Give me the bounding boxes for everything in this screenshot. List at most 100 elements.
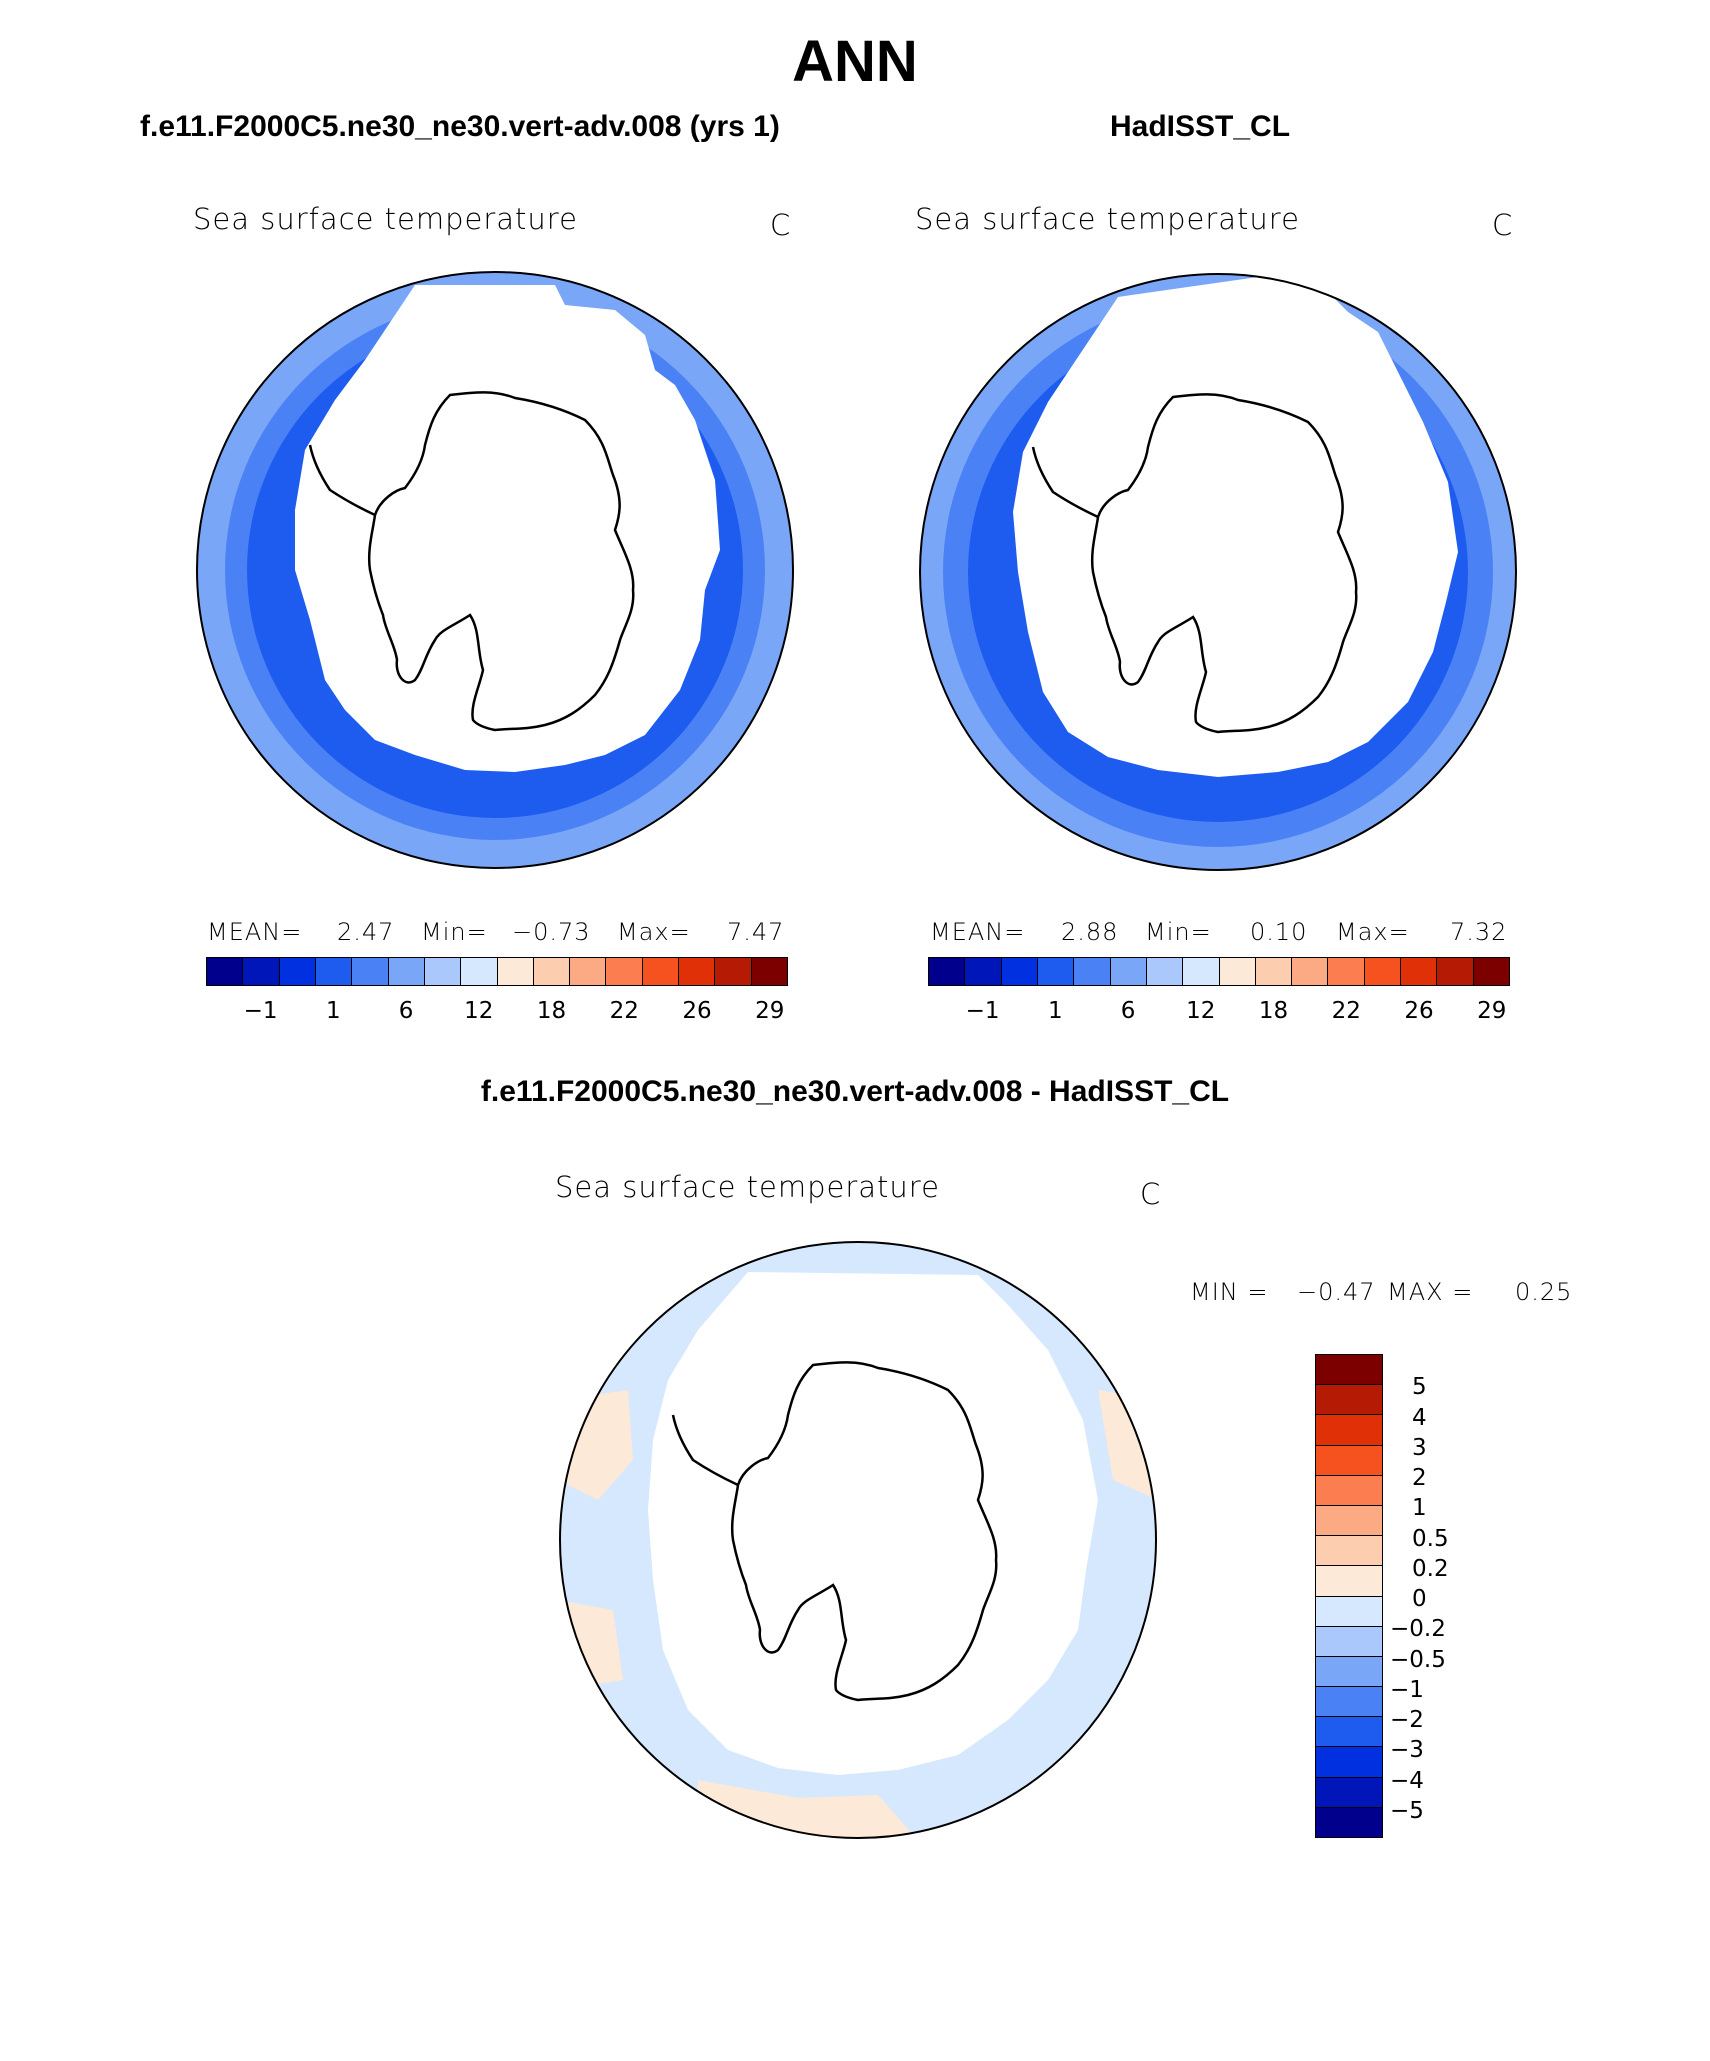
panel3-colorbar-box (1316, 1536, 1382, 1567)
panel2-units: C (1492, 208, 1514, 242)
panel2-variable-label: Sea surface temperature (915, 202, 1300, 236)
panel3-units: C (1140, 1177, 1162, 1211)
panel3-colorbar-tick-label: −4 (1390, 1767, 1424, 1794)
panel3-colorbar-box (1316, 1596, 1382, 1627)
panel3-warm-patch-southwest (560, 1600, 623, 1690)
panel1-colorbar-box (497, 958, 534, 985)
panel1-colorbar-box (679, 958, 716, 985)
panel3-colorbar-box (1316, 1807, 1382, 1837)
panel1-colorbar-box (279, 958, 316, 985)
panel1-min-label: Min= (421, 918, 488, 946)
panel2-colorbar-box (1146, 958, 1184, 985)
panel2-min-value: 0.10 (1250, 918, 1308, 946)
panel2-colorbar-tick-label: 18 (1258, 998, 1289, 1024)
panel3-colorbar-box (1316, 1566, 1382, 1597)
panel1-polar-map (196, 271, 794, 869)
panel2-colorbar-tick-label: 1 (1047, 998, 1063, 1024)
panel1-max-value: 7.47 (727, 918, 785, 946)
panel2-mean-label: MEAN= (930, 918, 1026, 946)
panel3-colorbar-box (1316, 1656, 1382, 1688)
panel1-colorbar-tick-label: 12 (464, 998, 494, 1024)
panel2-colorbar-box (1037, 958, 1075, 985)
panel3-colorbar-box (1316, 1385, 1382, 1416)
panel3-colorbar-box (1316, 1355, 1382, 1386)
panel3-colorbar-box (1316, 1415, 1382, 1446)
panel2-colorbar-box (1473, 958, 1509, 985)
panel3-colorbar-box (1316, 1777, 1382, 1808)
panel1-colorbar-box (570, 958, 607, 985)
difference-title: f.e11.F2000C5.ne30_ne30.vert-adv.008 - H… (480, 1075, 1230, 1108)
panel2-colorbar-box (1328, 958, 1365, 985)
panel1-colorbar-box (352, 958, 389, 985)
panel1-colorbar-tick-label: 6 (398, 998, 414, 1024)
panel1-colorbar-box (315, 958, 353, 985)
panel2-colorbar-tick-label: 29 (1477, 998, 1507, 1024)
panel1-colorbar-tick-label: 1 (325, 998, 341, 1024)
panel1-colorbar-box (207, 958, 244, 985)
panel3-polar-map (559, 1241, 1157, 1839)
panel1-colorbar-box (715, 958, 752, 985)
panel2-colorbar-box (965, 958, 1002, 985)
panel1-colorbar-box (606, 958, 643, 985)
panel2-max-value: 7.32 (1450, 918, 1508, 946)
panel1-colorbar-tick-label: 26 (682, 998, 712, 1024)
panel3-colorbar-tick-label: −3 (1390, 1737, 1424, 1764)
panel1-colorbar-tick-label: 22 (609, 998, 639, 1024)
panel3-colorbar-tick-label: 0.2 (1412, 1555, 1449, 1582)
panel2-colorbar-tick-label: 6 (1120, 998, 1136, 1024)
panel1-map-border (196, 271, 794, 869)
panel2-colorbar-box (1292, 958, 1329, 985)
panel1-colorbar (206, 957, 788, 986)
panel3-colorbar-tick-label: −2 (1390, 1707, 1424, 1733)
panel3-colorbar-tick-label: 4 (1412, 1404, 1427, 1431)
panel2-max-label: Max= (1336, 918, 1410, 946)
panel3-colorbar-box (1316, 1475, 1382, 1506)
panel3-min-label: MIN = (1190, 1278, 1269, 1306)
panel2-ice-region (1013, 277, 1458, 777)
panel3-colorbar-tick-label: 0 (1412, 1586, 1427, 1612)
panel1-max-label: Max= (617, 918, 691, 946)
panel2-colorbar-tick-label: −1 (965, 998, 1000, 1024)
panel2-colorbar-box (929, 958, 966, 985)
panel2-colorbar-box (1437, 958, 1474, 985)
panel3-colorbar-box (1316, 1445, 1382, 1476)
panel3-ice-region (648, 1272, 1098, 1775)
panel3-colorbar-tick-label: −0.2 (1390, 1616, 1446, 1643)
panel1-ice-region (295, 285, 720, 772)
panel2-map-border (919, 273, 1517, 871)
panel2-colorbar-box (1001, 958, 1038, 985)
panel3-colorbar-box (1316, 1747, 1382, 1778)
panel3-colorbar-tick-label: −5 (1390, 1797, 1424, 1824)
panel3-colorbar-tick-label: 0.5 (1412, 1525, 1449, 1552)
panel1-colorbar-box (533, 958, 571, 985)
panel3-colorbar-box (1316, 1717, 1382, 1748)
panel3-colorbar-tick-label: 2 (1412, 1465, 1427, 1491)
panel2-colorbar-box (1364, 958, 1402, 985)
panel2-colorbar-box (1110, 958, 1147, 985)
panel1-colorbar-box (642, 958, 680, 985)
panel1-units: C (770, 208, 792, 242)
panel1-mean-label: MEAN= (207, 918, 303, 946)
panel2-colorbar (928, 957, 1510, 986)
panel3-min-value: −0.47 (1297, 1278, 1376, 1306)
panel3-map-border (559, 1241, 1157, 1839)
panel1-colorbar-box (388, 958, 425, 985)
panel1-colorbar-box (243, 958, 280, 985)
panel2-colorbar-box (1074, 958, 1111, 985)
panel2-polar-map (919, 273, 1517, 871)
panel2-colorbar-tick-label: 22 (1331, 998, 1361, 1024)
panel2-min-label: Min= (1145, 918, 1212, 946)
panel3-max-value: 0.25 (1515, 1278, 1573, 1306)
panel1-variable-label: Sea surface temperature (193, 202, 578, 236)
figure-title: ANN (792, 29, 918, 94)
panel1-colorbar-tick-label: 29 (755, 998, 785, 1024)
panel2-colorbar-tick-label: 26 (1404, 998, 1434, 1024)
obs-title: HadISST_CL (1110, 110, 1291, 143)
panel1-colorbar-box (424, 958, 462, 985)
panel2-colorbar-box (1255, 958, 1293, 985)
panel3-max-label: MAX = (1387, 1278, 1474, 1306)
panel3-colorbar-box (1316, 1626, 1382, 1657)
panel3-colorbar-tick-label: −1 (1390, 1676, 1424, 1703)
panel1-colorbar-tick-label: −1 (243, 998, 278, 1024)
